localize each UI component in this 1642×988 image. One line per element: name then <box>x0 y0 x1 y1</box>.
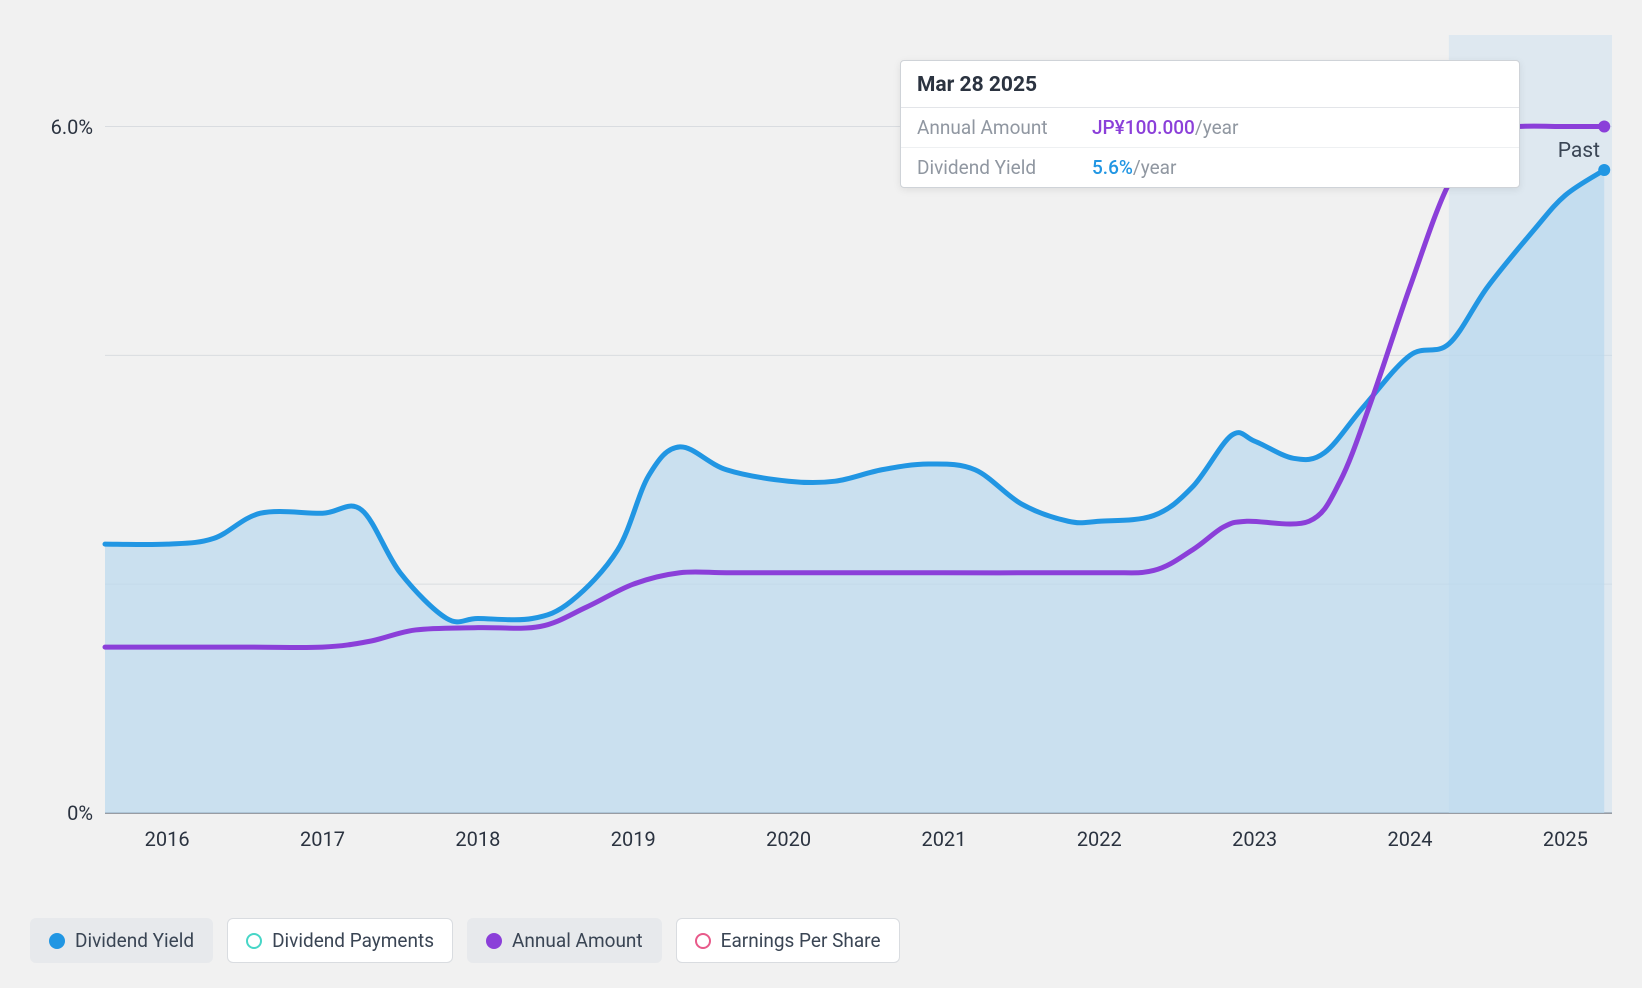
x-tick-label: 2016 <box>145 827 190 851</box>
legend-item-dividend-yield[interactable]: Dividend Yield <box>30 918 213 963</box>
tooltip-row-label: Dividend Yield <box>917 156 1092 179</box>
chart-container: 0% 6.0% 2016 2017 2018 2019 2020 2021 2022 2023 2… <box>30 30 1612 868</box>
tooltip-row-unit: /year <box>1133 156 1177 179</box>
tooltip-row-value: JP¥100.000 <box>1092 116 1195 139</box>
tooltip-row: Annual AmountJP¥100.000/year <box>901 108 1519 148</box>
legend-label: Dividend Yield <box>75 929 194 952</box>
x-tick-label: 2019 <box>611 827 656 851</box>
legend-label: Annual Amount <box>512 929 643 952</box>
legend-swatch <box>695 933 711 949</box>
y-tick-label: 0% <box>30 801 93 825</box>
y-tick-label: 6.0% <box>30 115 93 139</box>
chart-tooltip: Mar 28 2025 Annual AmountJP¥100.000/year… <box>900 60 1520 188</box>
legend-swatch <box>49 933 65 949</box>
legend-item-annual-amount[interactable]: Annual Amount <box>467 918 662 963</box>
x-tick-label: 2023 <box>1232 827 1277 851</box>
x-tick-label: 2018 <box>455 827 500 851</box>
legend-item-dividend-payments[interactable]: Dividend Payments <box>227 918 453 963</box>
tooltip-row-value: 5.6% <box>1092 156 1133 179</box>
x-tick-label: 2021 <box>921 827 966 851</box>
x-tick-label: 2025 <box>1543 827 1588 851</box>
x-tick-label: 2020 <box>766 827 811 851</box>
past-label: Past <box>1558 139 1600 163</box>
tooltip-row-unit: /year <box>1195 116 1239 139</box>
legend-label: Earnings Per Share <box>721 929 881 952</box>
legend-bar: Dividend Yield Dividend Payments Annual Am… <box>30 918 1612 963</box>
legend-swatch <box>246 933 262 949</box>
legend-label: Dividend Payments <box>272 929 434 952</box>
tooltip-date: Mar 28 2025 <box>901 61 1519 108</box>
legend-swatch <box>486 933 502 949</box>
tooltip-row-label: Annual Amount <box>917 116 1092 139</box>
x-tick-label: 2022 <box>1077 827 1122 851</box>
x-tick-label: 2017 <box>300 827 345 851</box>
legend-item-earnings-per-share[interactable]: Earnings Per Share <box>676 918 900 963</box>
tooltip-row: Dividend Yield5.6%/year <box>901 148 1519 187</box>
x-tick-label: 2024 <box>1388 827 1433 851</box>
